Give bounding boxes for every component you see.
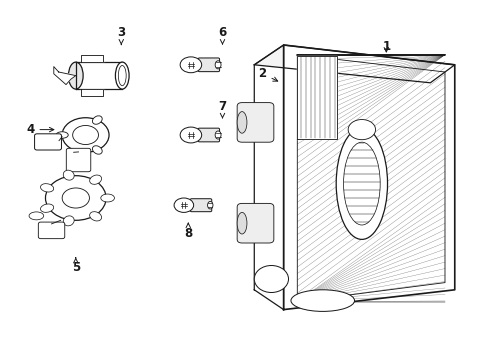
Text: 7: 7: [218, 100, 226, 118]
Ellipse shape: [115, 62, 129, 89]
Circle shape: [174, 198, 193, 212]
Polygon shape: [54, 67, 76, 85]
Text: 6: 6: [218, 26, 226, 45]
FancyBboxPatch shape: [237, 203, 273, 243]
Text: 4: 4: [26, 123, 54, 136]
Ellipse shape: [29, 212, 43, 220]
FancyBboxPatch shape: [35, 134, 61, 150]
Ellipse shape: [89, 175, 102, 184]
Polygon shape: [81, 55, 102, 62]
Ellipse shape: [254, 266, 288, 292]
Text: 8: 8: [184, 223, 192, 240]
Ellipse shape: [237, 212, 246, 234]
Polygon shape: [283, 45, 454, 310]
FancyBboxPatch shape: [38, 222, 64, 239]
Ellipse shape: [290, 290, 354, 311]
Circle shape: [347, 120, 375, 140]
Polygon shape: [76, 62, 122, 89]
Circle shape: [45, 176, 106, 220]
Polygon shape: [254, 45, 283, 310]
Ellipse shape: [41, 184, 54, 192]
FancyBboxPatch shape: [66, 148, 91, 172]
Ellipse shape: [92, 146, 102, 154]
Text: 3: 3: [117, 26, 125, 45]
Text: 5: 5: [72, 258, 80, 274]
Polygon shape: [297, 56, 337, 139]
Ellipse shape: [63, 216, 74, 226]
Ellipse shape: [101, 194, 114, 202]
Ellipse shape: [89, 212, 102, 221]
FancyBboxPatch shape: [198, 128, 219, 142]
Ellipse shape: [63, 170, 74, 180]
Ellipse shape: [92, 116, 102, 124]
Ellipse shape: [215, 61, 221, 69]
Ellipse shape: [56, 132, 68, 138]
Text: 1: 1: [382, 40, 389, 53]
Ellipse shape: [237, 112, 246, 133]
Polygon shape: [254, 45, 454, 83]
Ellipse shape: [215, 131, 221, 139]
Circle shape: [62, 118, 109, 152]
Circle shape: [180, 57, 201, 73]
Ellipse shape: [41, 204, 54, 212]
FancyBboxPatch shape: [237, 103, 273, 142]
Ellipse shape: [336, 128, 386, 239]
Ellipse shape: [207, 201, 213, 209]
Circle shape: [180, 127, 201, 143]
Ellipse shape: [68, 62, 83, 89]
FancyBboxPatch shape: [190, 199, 211, 212]
Text: 2: 2: [258, 67, 277, 81]
Polygon shape: [81, 89, 102, 96]
FancyBboxPatch shape: [198, 58, 219, 72]
